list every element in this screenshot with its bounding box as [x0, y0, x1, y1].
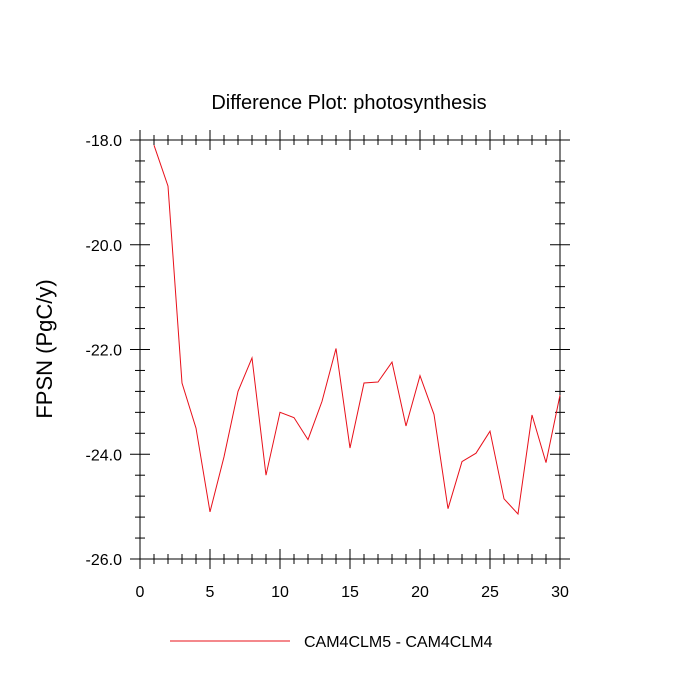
- legend-label: CAM4CLM5 - CAM4CLM4: [304, 634, 493, 651]
- y-tick-label: -26.0: [86, 552, 123, 569]
- x-tick-label: 15: [341, 584, 359, 601]
- y-tick-label: -20.0: [86, 238, 123, 255]
- chart-title: Difference Plot: photosynthesis: [211, 92, 486, 114]
- series-group: [153, 145, 561, 516]
- series-line: [153, 145, 561, 516]
- x-tick-label: 0: [136, 584, 145, 601]
- x-tick-label: 25: [481, 584, 499, 601]
- y-tick-label: -24.0: [86, 447, 123, 464]
- plot-frame: [139, 139, 561, 560]
- axis-ticks: 0 5 10 15 20 25 30 -26.0 -24.0 -22.0 -20.0 -18.0: [86, 130, 570, 601]
- x-tick-label: 5: [206, 584, 215, 601]
- y-axis-label: FPSN (PgC/y): [32, 279, 57, 418]
- x-tick-label: 10: [271, 584, 289, 601]
- legend: CAM4CLM5 - CAM4CLM4: [170, 634, 493, 651]
- x-tick-label: 30: [551, 584, 569, 601]
- y-tick-label: -22.0: [86, 343, 123, 360]
- x-tick-label: 20: [411, 584, 429, 601]
- y-tick-label: -18.0: [86, 133, 123, 150]
